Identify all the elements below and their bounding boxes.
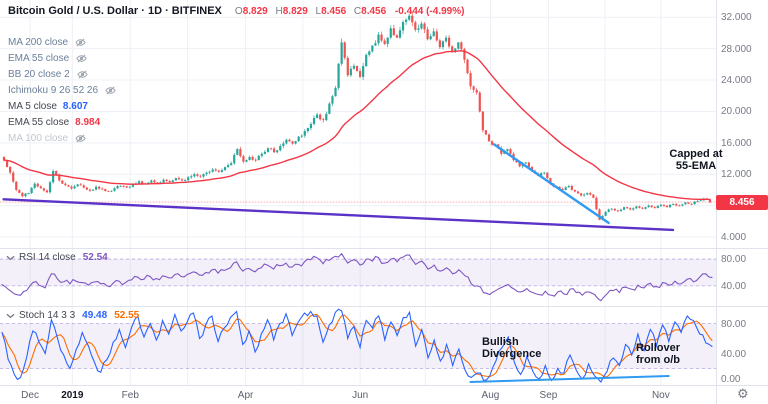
time-tick-label: Aug [481,390,500,401]
time-tick-label: 2019 [61,390,84,401]
indicator-row-ema-55-visible[interactable]: EMA 55 close 8.984 [8,116,101,128]
price-tick-label: 28.000 [721,43,752,55]
time-tick-label: Apr [237,390,254,401]
annotation-capped-at-55-ema: Capped at 55-EMA [669,148,723,172]
pane-separator[interactable] [0,385,768,386]
rsi-value: 52.54 [82,252,108,263]
stoch-title: Stoch 14 3 3 [19,310,76,321]
eye-off-icon[interactable] [77,69,88,80]
ema-55-value: 8.984 [75,116,101,128]
time-tick-label: Dec [21,390,39,401]
last-price-badge: 8.456 [716,194,768,210]
pane-separator[interactable] [0,306,768,307]
ohlc-values: O8.829 H8.829 L8.456 C8.456 -0.444 (-4.9… [230,6,465,17]
eye-off-icon[interactable] [76,53,87,64]
indicator-row-ma-5[interactable]: MA 5 close 8.607 [8,100,88,112]
high-label: H [275,5,283,17]
price-tick-label: 20.000 [721,106,752,118]
indicator-legend: MA 200 close EMA 55 close BB 20 close 2 … [8,34,116,146]
price-tick-label: 16.000 [721,137,752,149]
eye-off-icon[interactable] [105,85,116,96]
time-tick-label: Nov [651,390,670,401]
rsi-tick-label: 40.00 [721,280,747,292]
chevron-down-icon[interactable] [6,255,15,261]
close-value: 8.456 [361,5,387,17]
indicator-row-ma-100[interactable]: MA 100 close [8,130,116,146]
stoch-tick-label: 40.00 [721,348,747,360]
rsi-pane-header[interactable]: RSI 14 close 52.54 [6,252,108,263]
stoch-tick-label: 80.00 [721,318,747,330]
indicator-row-ichimoku[interactable]: Ichimoku 9 26 52 26 [8,82,116,98]
close-label: C [353,5,362,17]
time-tick-label: Feb [121,390,139,401]
chevron-down-icon[interactable] [6,313,15,319]
stoch-k-value: 49.48 [82,310,108,321]
price-tick-label: 4.000 [721,232,747,243]
low-value: 8.456 [321,5,347,17]
change-value: -0.444 (-4.99%) [394,5,465,17]
eye-off-icon[interactable] [75,133,86,144]
price-tick-label: 12.000 [721,169,752,181]
symbol-header: Bitcoin Gold / U.S. Dollar · 1D · BITFIN… [8,5,464,17]
stoch-tick-label: 0.00 [721,374,741,385]
time-tick-label: Jun [352,390,369,401]
open-value: 8.829 [242,5,268,17]
ma-5-value: 8.607 [62,100,88,112]
price-tick-label: 24.000 [721,75,752,87]
high-value: 8.829 [282,5,308,17]
indicator-row-bb-20[interactable]: BB 20 close 2 [8,66,116,82]
open-label: O [234,5,243,17]
indicator-row-ma-200[interactable]: MA 200 close [8,34,116,50]
annotation-bullish-divergence: Bullish Divergence [482,336,542,360]
rsi-tick-label: 80.00 [721,254,747,266]
symbol-title[interactable]: Bitcoin Gold / U.S. Dollar · 1D · BITFIN… [8,5,222,17]
pane-separator[interactable] [0,248,768,249]
indicator-row-ema-55[interactable]: EMA 55 close [8,50,116,66]
low-label: L [315,5,322,17]
time-tick-label: Sep [539,390,558,401]
stoch-d-value: 52.55 [114,310,140,321]
rsi-title: RSI 14 close [19,252,76,263]
eye-off-icon[interactable] [75,37,86,48]
price-tick-label: 32.000 [721,12,752,24]
annotation-rollover-from-overbought: Rollover from o/b [636,342,681,366]
settings-gear-icon[interactable]: ⚙ [737,386,749,401]
stoch-pane-header[interactable]: Stoch 14 3 3 49.48 52.55 [6,310,139,321]
